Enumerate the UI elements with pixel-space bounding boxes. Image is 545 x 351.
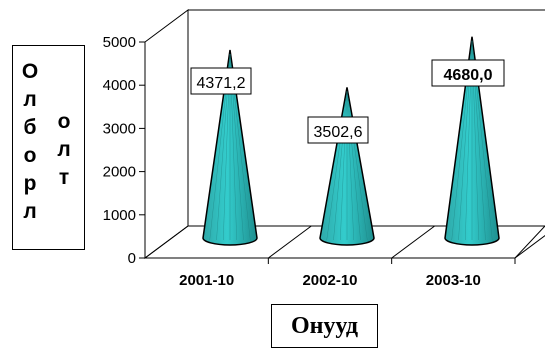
- y-tick-label: 4000: [103, 77, 136, 94]
- cone-shading: [346, 91, 368, 241]
- x-category-divider: [514, 235, 545, 259]
- cone-shading: [346, 91, 354, 241]
- data-label-box: [431, 59, 505, 87]
- cones: [202, 36, 500, 246]
- y-tick-label: 1000: [103, 207, 136, 224]
- x-tick-label: 2003-10: [426, 272, 481, 289]
- x-axis: 2001-10 2002-10 2003-10: [145, 225, 545, 289]
- data-labels: 4371,2 3502,6 4680,0: [190, 59, 505, 144]
- y-tick-label: 2000: [103, 164, 136, 181]
- side-wall: [144, 9, 189, 259]
- y-tick-label: 3000: [103, 120, 136, 137]
- cone-shading: [346, 91, 361, 241]
- data-label: 4371,2: [197, 75, 246, 92]
- y-axis: 0 1000 2000 3000 4000 5000: [103, 34, 146, 267]
- x-axis-title: Онууд: [271, 304, 378, 348]
- x-tick-label: 2002-10: [302, 272, 357, 289]
- data-label-box: [307, 116, 369, 144]
- x-axis-title-text: Онууд: [290, 312, 359, 339]
- y-tick-label: 0: [128, 250, 136, 267]
- cone-shading: [326, 91, 348, 241]
- y-tick-label: 5000: [103, 34, 136, 51]
- x-tick-label: 2001-10: [179, 272, 234, 289]
- data-label-box: [190, 67, 252, 95]
- x-category-divider: [391, 225, 435, 259]
- cone-shading: [340, 91, 348, 241]
- data-label: 4680,0: [444, 67, 493, 84]
- data-label: 3502,6: [314, 124, 363, 141]
- cone-shading: [333, 91, 348, 241]
- x-category-divider: [268, 225, 312, 259]
